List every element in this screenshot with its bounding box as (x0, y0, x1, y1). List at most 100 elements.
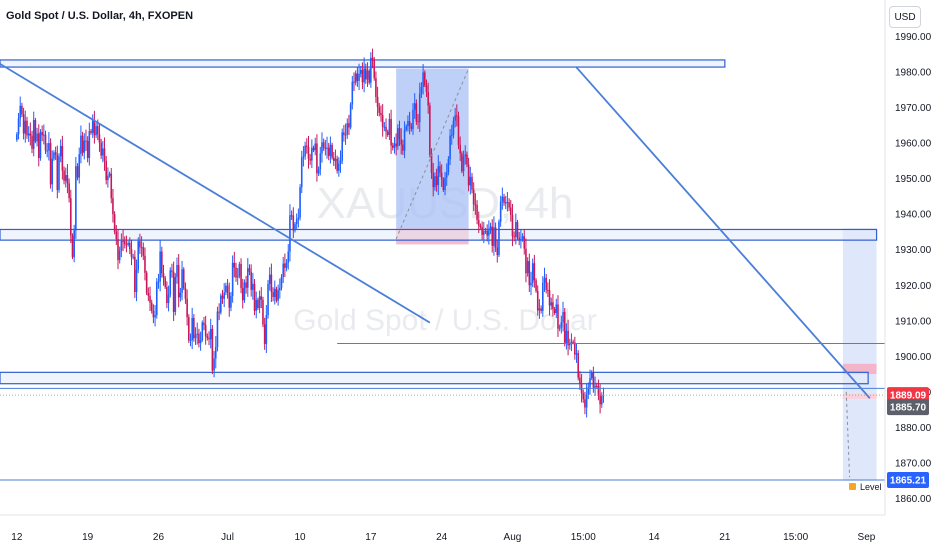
candle-body (523, 236, 526, 249)
candle-body (570, 341, 573, 344)
candle-body (408, 121, 411, 127)
candle-body (452, 120, 455, 135)
candle-body (339, 160, 342, 164)
candle-body (327, 147, 330, 156)
candle-body (226, 285, 229, 293)
candle-body (599, 394, 601, 405)
candle-body (439, 166, 441, 173)
candle-body (154, 315, 156, 318)
candle-body (27, 133, 30, 136)
candle-body (260, 296, 263, 300)
candle-body (209, 328, 212, 340)
candle-body (562, 311, 564, 323)
candle-body (548, 290, 551, 306)
candle-body (145, 272, 148, 294)
candle-body (378, 106, 381, 113)
candle-body (162, 273, 165, 279)
candle-body (34, 120, 37, 142)
candle-body (413, 103, 416, 110)
candle-body (461, 153, 463, 172)
current-price-tag-bg (887, 399, 929, 416)
y-tick-label: 1870.00 (895, 458, 932, 469)
x-tick-label: 26 (153, 532, 165, 543)
candle-body (380, 112, 382, 116)
candle-body (98, 134, 101, 143)
currency-button[interactable]: USD (889, 6, 921, 28)
candle-body (88, 131, 91, 159)
y-tick-label: 1940.00 (895, 210, 932, 221)
candle-body (302, 156, 305, 158)
short-position-target (842, 228, 877, 481)
candle-body (450, 134, 453, 136)
candle-body (280, 277, 283, 288)
candle-body (459, 144, 461, 154)
candle-body (370, 57, 372, 83)
candle-body (53, 152, 55, 159)
candle-body (139, 241, 141, 248)
candle-body (81, 135, 84, 153)
candle-body (24, 120, 27, 134)
candle-body (294, 224, 296, 231)
candle-body (216, 311, 219, 348)
candle-body (203, 322, 205, 326)
candle-body (444, 177, 446, 191)
candle-body (218, 311, 220, 313)
candle-body (110, 173, 113, 199)
candle-body (479, 225, 482, 227)
candle-body (430, 154, 433, 173)
candle-body (466, 154, 468, 165)
candle-body (174, 277, 177, 312)
candle-body (464, 154, 467, 157)
candle-body (191, 317, 193, 340)
candle-body (223, 292, 225, 299)
candle-body (56, 154, 59, 191)
candle-body (429, 105, 431, 155)
candle-body (547, 289, 549, 291)
candle-body (49, 143, 52, 185)
candle-body (356, 73, 359, 81)
candle-body (255, 299, 258, 311)
candle-body (152, 310, 155, 318)
candle-body (457, 116, 460, 145)
candle-body (253, 283, 256, 311)
candle-body (575, 353, 578, 355)
candle-body (542, 282, 544, 311)
x-tick-label: 21 (719, 532, 731, 543)
candle-body (61, 145, 64, 171)
x-tick-label: 15:00 (571, 532, 596, 543)
candle-body (250, 271, 252, 290)
x-tick-label: 10 (294, 532, 306, 543)
candle-body (300, 157, 303, 188)
candle-body (85, 140, 87, 142)
candle-body (353, 81, 355, 83)
candle-body (142, 247, 145, 256)
short-position-stop (842, 363, 877, 375)
candle-body (161, 251, 163, 274)
candle-body (489, 226, 492, 231)
x-tick-label: Jul (221, 532, 234, 543)
candle-body (354, 73, 357, 83)
candle-body (589, 378, 591, 388)
candle-body (536, 290, 539, 311)
candle-body (204, 325, 207, 337)
candle-body (417, 121, 419, 123)
candle-body (169, 270, 172, 295)
last-price-tag: 1889.09 (890, 391, 927, 402)
candle-body (309, 158, 311, 161)
candle-body (122, 240, 124, 242)
candle-body (538, 308, 541, 311)
y-tick-label: 1970.00 (895, 103, 932, 114)
candle-body (272, 292, 274, 297)
candle-body (221, 295, 224, 299)
candle-body (188, 317, 190, 341)
candle-body (26, 120, 28, 136)
candle-body (462, 156, 465, 172)
candle-body (400, 139, 402, 145)
candle-body (567, 330, 569, 346)
candle-body (434, 176, 436, 188)
candle-body (144, 255, 146, 273)
candle-body (540, 308, 542, 311)
candle-body (252, 283, 254, 290)
x-tick-label: 17 (365, 532, 377, 543)
